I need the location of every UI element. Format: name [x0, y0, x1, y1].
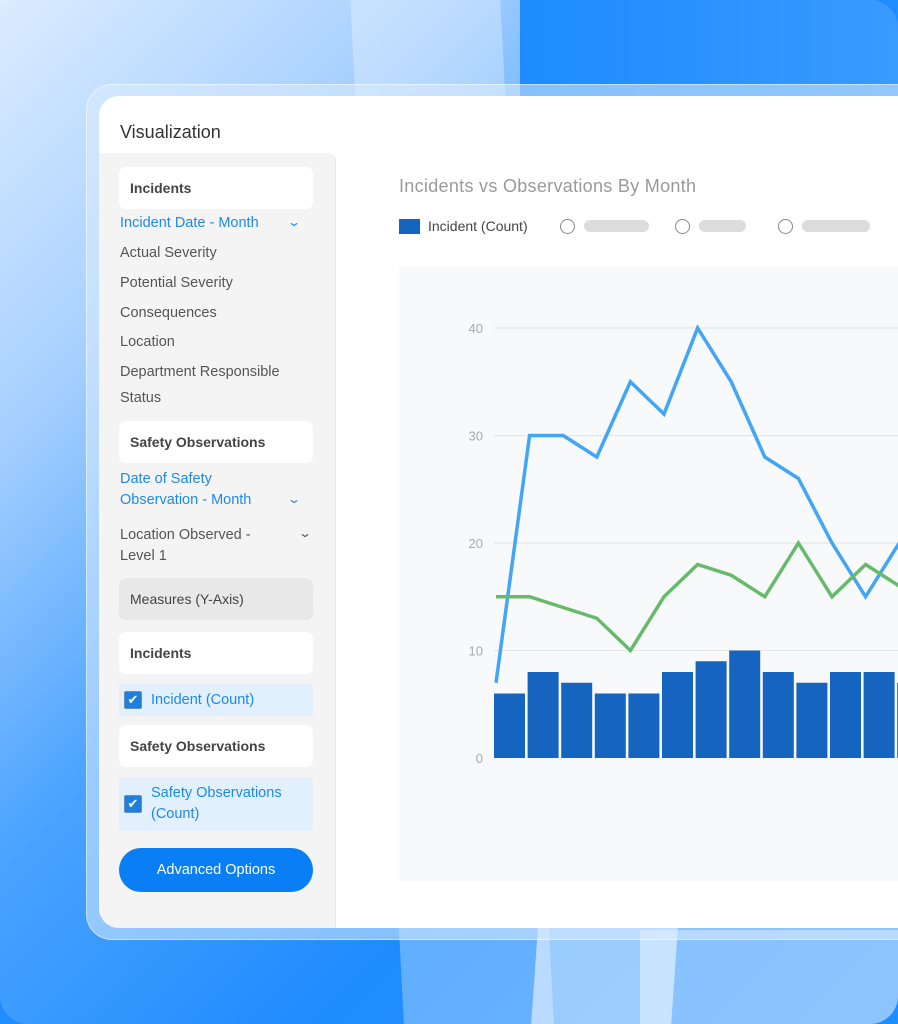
dimension-location-observed-line2[interactable]: Level 1: [120, 548, 167, 564]
legend-swatch-icon: [399, 218, 420, 234]
dimension-incident-date-month[interactable]: Incident Date - Month: [120, 215, 259, 231]
bar[interactable]: [762, 672, 794, 758]
chart-plot-area: 0 10 20 30 40: [399, 267, 898, 881]
legend-radio-icon[interactable]: [674, 218, 690, 234]
legend-label[interactable]: Incident (Count): [428, 218, 528, 234]
dimension-date-of-safety-observation-line1[interactable]: Date of Safety: [120, 471, 212, 487]
bar[interactable]: [662, 672, 693, 758]
section-safety-observations[interactable]: Safety Observations: [119, 421, 313, 463]
legend-placeholder: [801, 220, 870, 232]
bar[interactable]: [527, 672, 559, 758]
y-tick-label: 10: [469, 644, 483, 659]
measure-safety-observations-count[interactable]: ✔ Safety Observations (Count): [119, 777, 313, 831]
bar[interactable]: [494, 693, 525, 759]
measure-label: Safety Observations (Count): [142, 783, 282, 825]
measures-header: Measures (Y-Axis): [119, 578, 313, 620]
legend-radio-icon[interactable]: [559, 218, 575, 234]
chart-canvas: 0 10 20 30 40: [469, 321, 898, 766]
panel-title: Visualization: [120, 122, 221, 142]
dimension-location[interactable]: Location: [120, 334, 175, 350]
advanced-options-button[interactable]: Advanced Options: [119, 848, 313, 892]
measures-section-safety-observations[interactable]: Safety Observations: [119, 725, 313, 767]
chart-title: Incidents vs Observations By Month: [399, 176, 697, 196]
y-tick-label: 0: [476, 751, 483, 766]
line-series[interactable]: [496, 539, 898, 654]
chevron-down-icon[interactable]: ⌄: [286, 215, 302, 229]
legend-radio-icon[interactable]: [777, 218, 793, 234]
background-band: [520, 0, 898, 100]
measure-incident-count[interactable]: ✔ Incident (Count): [119, 684, 313, 716]
dimension-department-responsible[interactable]: Department Responsible: [120, 364, 280, 380]
bar[interactable]: [863, 672, 895, 758]
measure-label-line1: Safety Observations: [151, 785, 282, 801]
checkbox-checked-icon[interactable]: ✔: [124, 795, 142, 813]
bar[interactable]: [594, 693, 626, 759]
chevron-down-icon[interactable]: ⌄: [297, 526, 313, 540]
bar[interactable]: [561, 682, 593, 758]
bar[interactable]: [695, 661, 727, 758]
dimension-location-observed-line1[interactable]: Location Observed -: [120, 527, 251, 543]
dimension-consequences[interactable]: Consequences: [120, 305, 217, 321]
section-incidents[interactable]: Incidents: [119, 167, 313, 209]
bar[interactable]: [628, 693, 660, 759]
background-band: [640, 930, 898, 1024]
y-tick-label: 30: [469, 429, 483, 444]
visualization-panel: Visualization Incidents Incident Date - …: [99, 96, 898, 928]
legend-placeholder: [583, 220, 649, 232]
chevron-down-icon[interactable]: ⌄: [286, 492, 302, 506]
dimension-status[interactable]: Status: [120, 390, 162, 406]
line-series[interactable]: [494, 324, 898, 683]
dimension-date-of-safety-observation-line2[interactable]: Observation - Month: [120, 492, 252, 508]
measure-label: Incident (Count): [151, 691, 255, 708]
legend-placeholder: [698, 220, 746, 232]
bar[interactable]: [796, 682, 828, 758]
chart-legend: Incident (Count): [399, 216, 870, 236]
bar[interactable]: [830, 672, 861, 758]
measures-section-incidents[interactable]: Incidents: [119, 632, 313, 674]
y-tick-label: 20: [469, 536, 483, 551]
y-tick-label: 40: [469, 321, 483, 336]
dimension-actual-severity[interactable]: Actual Severity: [120, 245, 217, 261]
checkbox-checked-icon[interactable]: ✔: [124, 691, 142, 709]
dimension-potential-severity[interactable]: Potential Severity: [120, 275, 233, 291]
bar[interactable]: [729, 650, 761, 759]
measure-label-line2: (Count): [151, 806, 200, 822]
sidebar: Incidents Incident Date - Month ⌄ Actual…: [99, 153, 336, 928]
